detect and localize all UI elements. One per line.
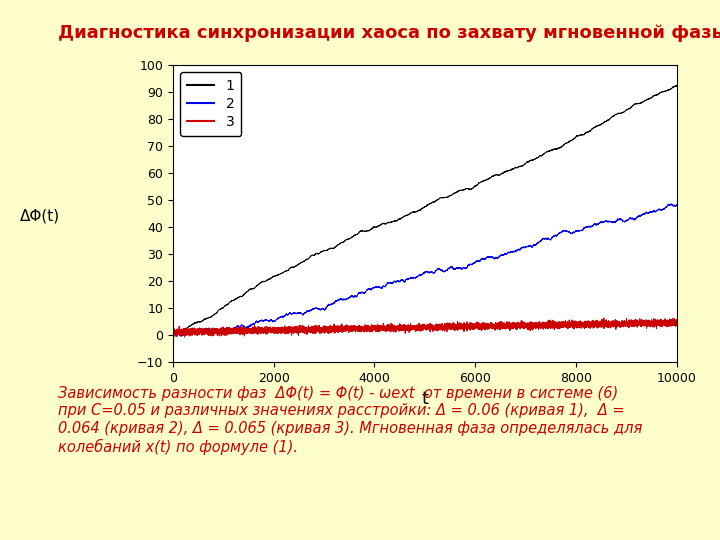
2 bbox=[415, 272, 423, 278]
3 bbox=[180, 334, 189, 340]
2 bbox=[667, 200, 675, 207]
Line: 2: 2 bbox=[173, 204, 677, 336]
2 bbox=[171, 330, 179, 336]
3 bbox=[189, 328, 198, 334]
Text: Зависимость разности фаз  ΔΦ(t) = Φ(t) - ωext  от времени в системе (6)
при С=0.: Зависимость разности фаз ΔΦ(t) = Φ(t) - … bbox=[58, 386, 642, 455]
3 bbox=[646, 319, 654, 325]
1 bbox=[199, 318, 207, 324]
3 bbox=[672, 320, 681, 326]
2 bbox=[646, 208, 654, 215]
3 bbox=[168, 328, 177, 335]
Line: 1: 1 bbox=[173, 86, 677, 335]
1 bbox=[672, 83, 681, 89]
3 bbox=[267, 328, 276, 334]
X-axis label: t: t bbox=[421, 390, 428, 408]
1 bbox=[189, 321, 198, 327]
3 bbox=[600, 315, 608, 321]
2 bbox=[267, 317, 276, 323]
1 bbox=[671, 83, 680, 89]
2 bbox=[199, 327, 207, 333]
3 bbox=[415, 326, 423, 333]
1 bbox=[168, 332, 177, 338]
1 bbox=[646, 95, 654, 102]
2 bbox=[168, 332, 177, 338]
1 bbox=[415, 207, 423, 213]
1 bbox=[267, 274, 276, 281]
2 bbox=[176, 333, 185, 340]
3 bbox=[199, 328, 207, 335]
Legend: 1, 2, 3: 1, 2, 3 bbox=[180, 72, 241, 136]
Line: 3: 3 bbox=[173, 318, 677, 337]
Text: ΔΦ(t): ΔΦ(t) bbox=[19, 208, 60, 224]
1 bbox=[171, 332, 179, 338]
3 bbox=[171, 327, 179, 334]
Text: Диагностика синхронизации хаоса по захвату мгновенной фазы: Диагностика синхронизации хаоса по захва… bbox=[58, 24, 720, 42]
2 bbox=[189, 327, 198, 334]
2 bbox=[672, 201, 681, 208]
